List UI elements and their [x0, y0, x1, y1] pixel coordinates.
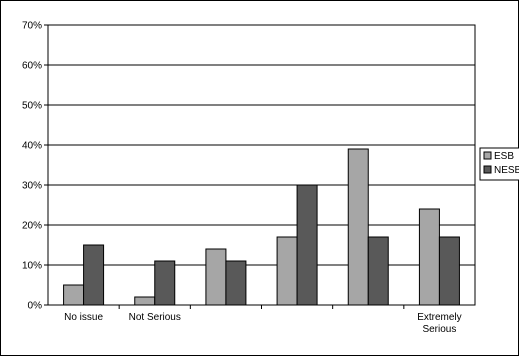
bar-esb-5	[418, 208, 440, 306]
bar-nesb-2	[225, 260, 247, 306]
bar-nesb-3	[296, 184, 318, 306]
legend-swatch-nesb	[483, 165, 492, 174]
plot-area	[47, 24, 476, 306]
y-tick-label: 30%	[22, 181, 42, 192]
x-tick-label-line: Extremely	[417, 312, 461, 323]
legend-swatch-esb	[483, 151, 492, 160]
bar-nesb-0	[83, 244, 105, 306]
x-tick-label-line: No issue	[64, 312, 103, 323]
y-tick-label: 70%	[22, 21, 42, 32]
bar-esb-0	[63, 284, 85, 306]
x-tick-label: Not Serious	[129, 312, 181, 323]
y-tick-label: 40%	[22, 141, 42, 152]
bar-esb-4	[347, 148, 369, 306]
legend-label-nesb: NESB	[494, 165, 519, 176]
bar-nesb-4	[367, 236, 389, 306]
bar-esb-2	[205, 248, 227, 306]
y-tick-label: 10%	[22, 261, 42, 272]
bar-esb-1	[134, 296, 156, 306]
x-tick-label-line: Serious	[422, 324, 456, 335]
y-tick-label: 60%	[22, 61, 42, 72]
y-tick-label: 0%	[28, 301, 43, 312]
bar-nesb-5	[438, 236, 460, 306]
y-tick-label: 50%	[22, 101, 42, 112]
x-tick-label: Extremely Serious	[417, 312, 461, 335]
legend-label-esb: ESB	[494, 151, 514, 162]
y-tick-label: 20%	[22, 221, 42, 232]
bar-nesb-1	[154, 260, 176, 306]
x-tick-label: No issue	[64, 312, 103, 323]
bar-esb-3	[276, 236, 298, 306]
x-tick-label-line: Not Serious	[129, 312, 181, 323]
